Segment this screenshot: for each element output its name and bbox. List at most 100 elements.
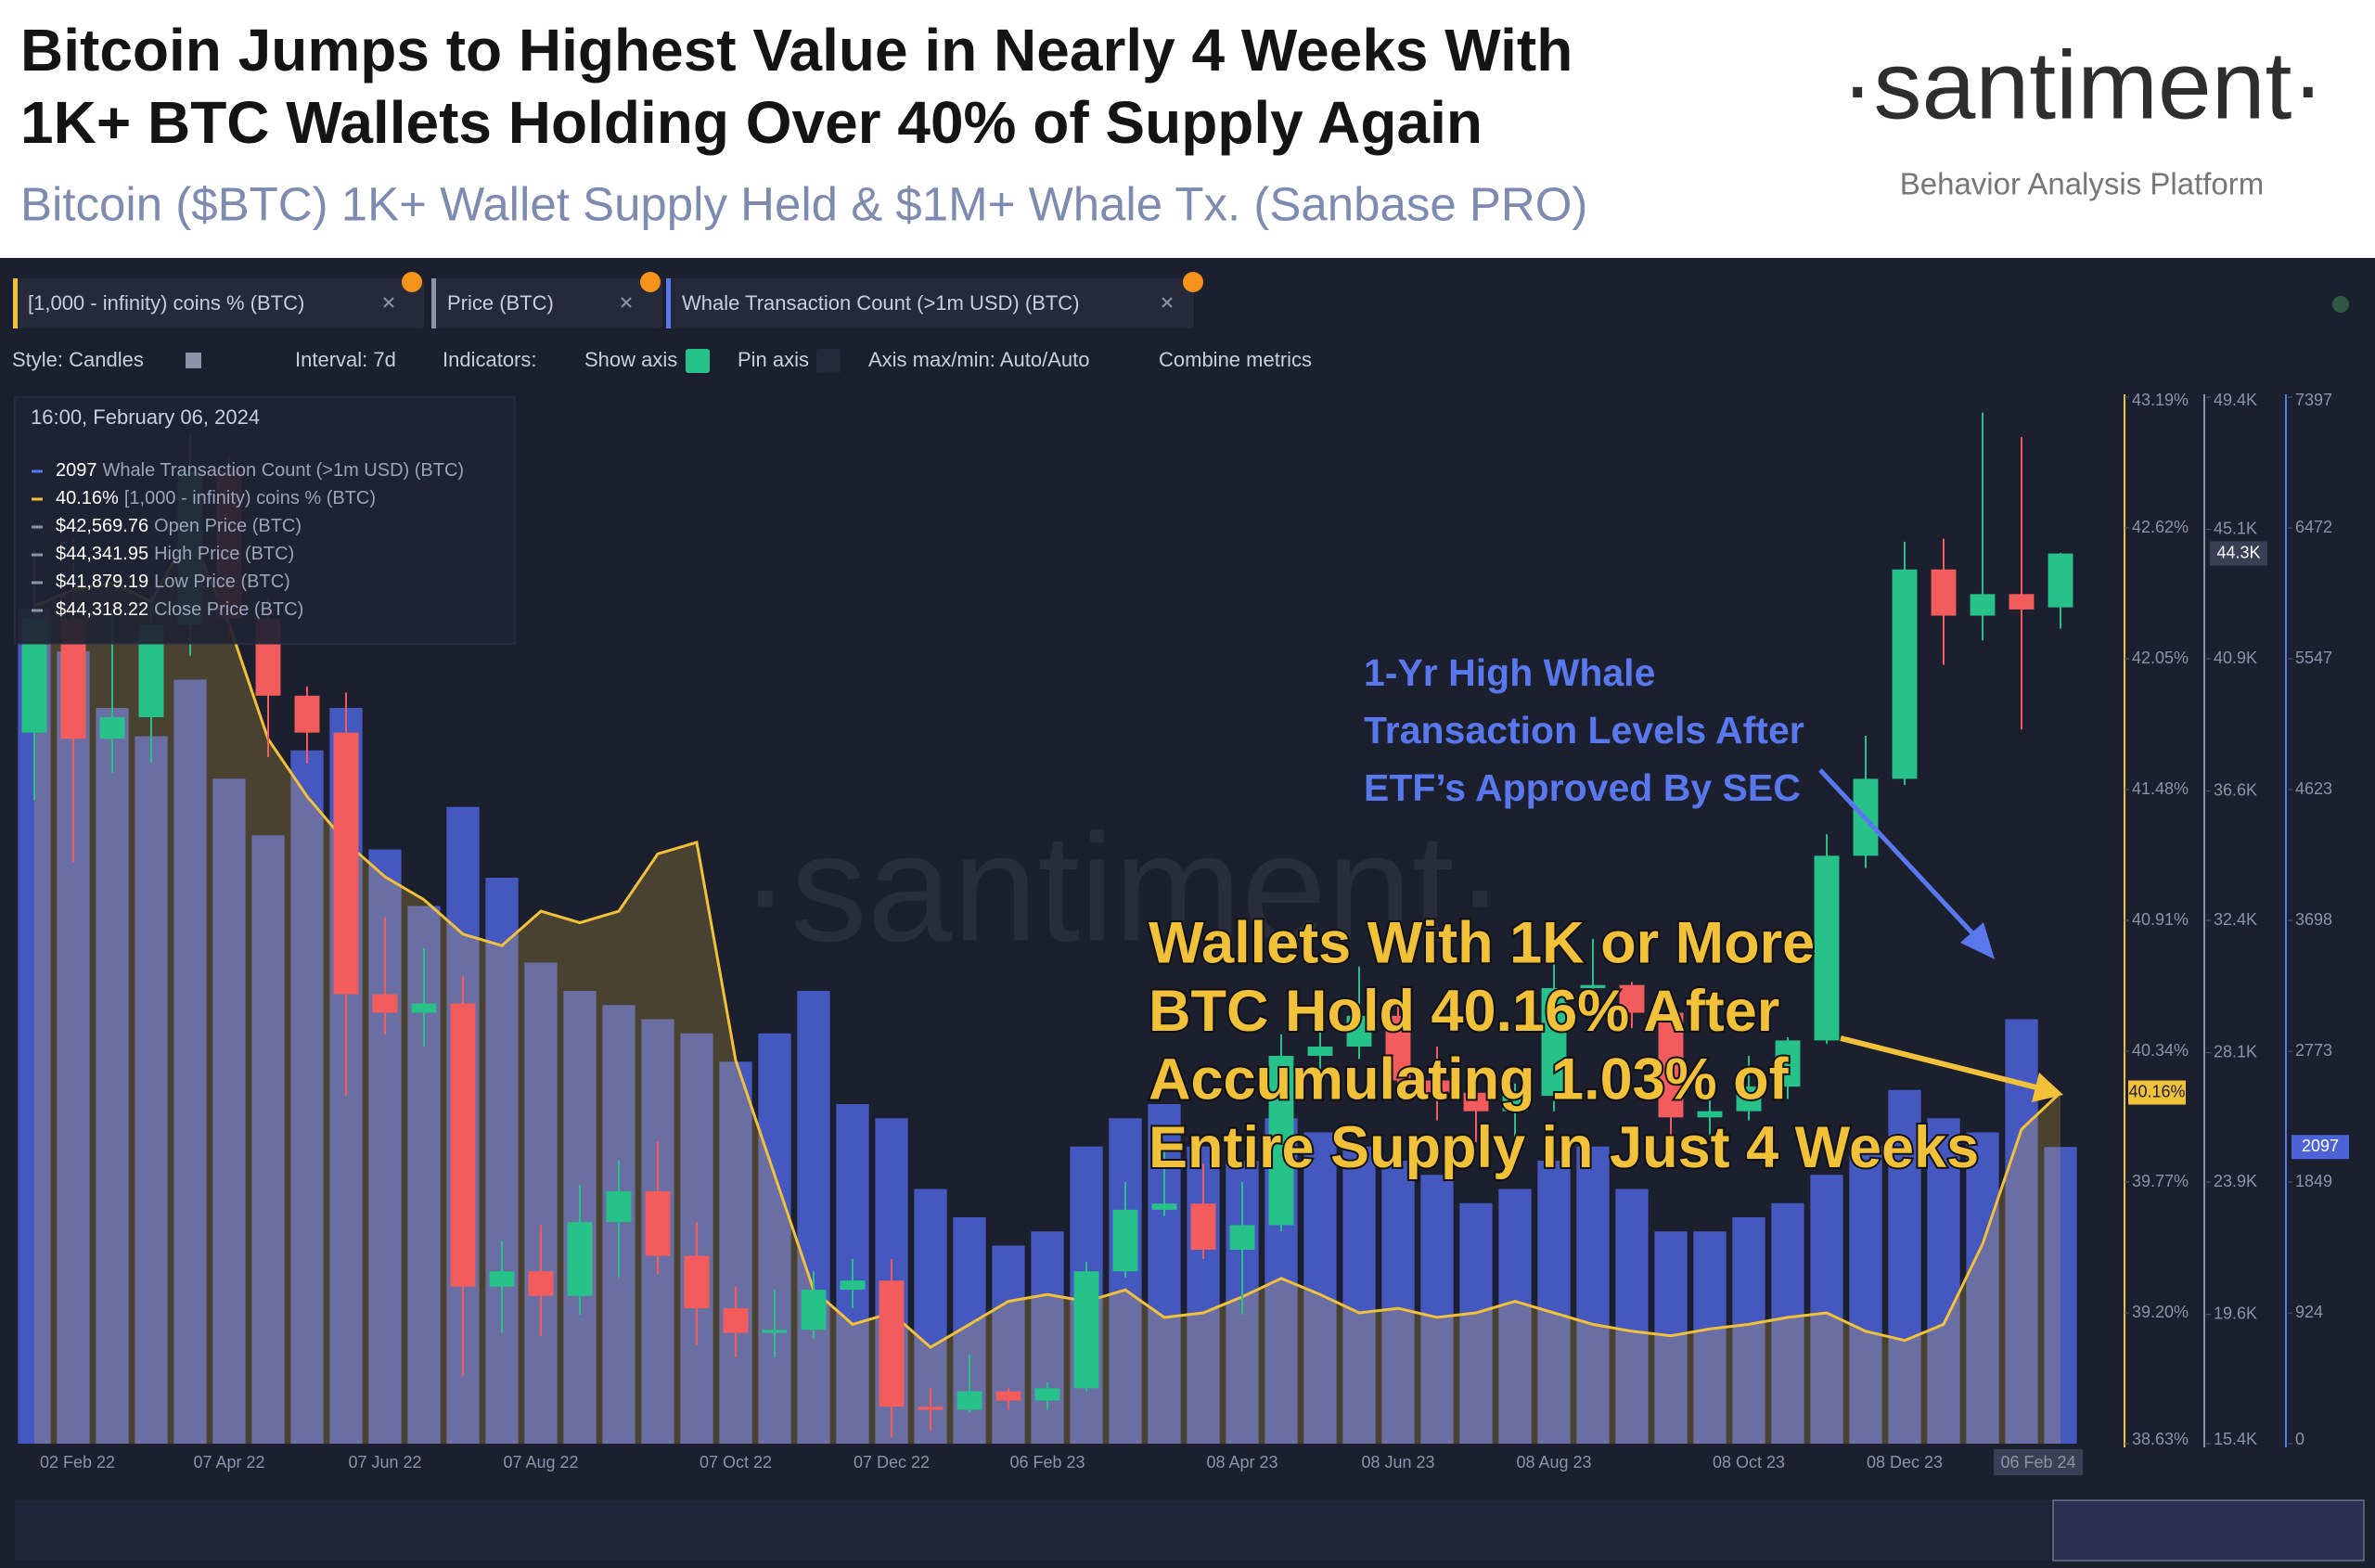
control[interactable]: Pin axis — [738, 348, 809, 371]
x-tick-label: 08 Aug 23 — [1516, 1453, 1591, 1472]
whale-bar — [1654, 1231, 1688, 1444]
whale-bar — [2005, 1019, 2038, 1444]
tab-label[interactable]: Whale Transaction Count (>1m USD) (BTC) — [682, 291, 1080, 315]
candle-body — [879, 1280, 905, 1407]
candle-body — [1892, 569, 1918, 779]
whale-bar — [1381, 1161, 1415, 1444]
tab-close-icons[interactable] — [383, 297, 1173, 308]
y-tick-label: 39.20% — [2132, 1303, 2189, 1321]
whale-bar — [1420, 1175, 1454, 1444]
whale-bar — [797, 991, 830, 1444]
candle-body — [333, 732, 359, 995]
y-tick-label: 7397 — [2295, 391, 2332, 409]
whale-bar — [1537, 1161, 1571, 1444]
whale-bar — [1576, 1146, 1610, 1444]
y-tick-label: 42.05% — [2132, 649, 2189, 667]
tab-accent — [666, 278, 671, 328]
whale-bar — [1927, 1118, 1960, 1444]
tooltip-label: High Price (BTC) — [154, 544, 294, 564]
tooltip — [14, 396, 516, 645]
annotation: ETF’s Approved By SEC — [1364, 766, 1801, 809]
x-tick-label: 08 Jun 23 — [1361, 1453, 1434, 1472]
candle-body — [1463, 1092, 1489, 1112]
candle-body — [450, 1003, 476, 1287]
candle-body — [1385, 1015, 1411, 1081]
tab[interactable] — [666, 278, 1194, 328]
tooltip-value: 40.16% — [56, 488, 119, 508]
y-tick-label: 42.62% — [2132, 518, 2189, 536]
minimap-selection[interactable] — [2052, 1499, 2365, 1562]
tooltip-row: 40.16% [1,000 - infinity) coins % (BTC) — [56, 488, 376, 508]
y-tick-label: 43.19% — [2132, 391, 2189, 409]
tab[interactable] — [13, 278, 424, 328]
control[interactable]: Show axis — [584, 348, 677, 371]
tab[interactable] — [431, 278, 662, 328]
candle-body — [801, 1290, 827, 1330]
whale-bar — [96, 708, 129, 1444]
candle-body — [1814, 855, 1840, 1041]
annotation: Entire Supply in Just 4 Weeks — [1149, 1115, 1979, 1180]
x-tick-label: 06 Feb 24 — [2000, 1453, 2075, 1472]
minimap[interactable] — [15, 1500, 2361, 1561]
whale-bar — [251, 835, 285, 1444]
color-swatch[interactable] — [186, 353, 201, 368]
y-tick-label: 40.34% — [2132, 1041, 2189, 1060]
annotation: 1-Yr High Whale — [1364, 651, 1655, 694]
candle-body — [840, 1280, 866, 1291]
y-tick-label: 49.4K — [2214, 391, 2257, 409]
control[interactable]: Axis max/min: Auto/Auto — [868, 348, 1089, 371]
candle-body — [1151, 1203, 1177, 1210]
last-value-label: 40.16% — [2128, 1082, 2185, 1100]
whale-bar — [1771, 1202, 1804, 1444]
control[interactable]: Combine metrics — [1159, 348, 1312, 371]
candle-body — [1268, 1055, 1294, 1226]
candle-body — [1580, 984, 1606, 988]
candle-body — [1112, 1209, 1138, 1272]
candle-body — [567, 1222, 593, 1296]
control[interactable]: Indicators: — [443, 348, 537, 371]
annotation: BTC Hold 40.16% After — [1149, 979, 1779, 1044]
y-tick-label: 45.1K — [2214, 519, 2257, 537]
x-tick-label: 07 Aug 22 — [503, 1453, 578, 1472]
coin-badges — [402, 272, 1203, 292]
brand-tagline: Behavior Analysis Platform — [1900, 167, 2265, 201]
whale-bar — [1459, 1202, 1493, 1444]
whale-bar — [212, 778, 246, 1444]
control[interactable]: Style: Candles — [12, 348, 144, 371]
whale-bar — [2044, 1147, 2077, 1444]
checkbox[interactable] — [816, 349, 841, 373]
tooltip-label: Whale Transaction Count (>1m USD) (BTC) — [103, 460, 465, 481]
tab-label[interactable]: [1,000 - infinity) coins % (BTC) — [28, 291, 304, 315]
y-tick-label: 38.63% — [2132, 1430, 2189, 1448]
whale-bar — [719, 1061, 752, 1444]
candle-body — [372, 994, 398, 1013]
candle-body — [1736, 1086, 1762, 1112]
checkbox[interactable] — [686, 349, 710, 373]
whale-bar — [1966, 1132, 1999, 1444]
whale-bar — [758, 1033, 791, 1444]
whale-bar — [992, 1245, 1025, 1444]
x-tick-label: 07 Oct 22 — [700, 1453, 772, 1472]
whale-bar — [173, 679, 207, 1444]
subtitle: Bitcoin ($BTC) 1K+ Wallet Supply Held & … — [20, 177, 1587, 230]
candle-body — [294, 695, 320, 733]
annotation: Transaction Levels After — [1364, 709, 1804, 752]
y-tick-label: 32.4K — [2214, 910, 2257, 929]
x-tick-label: 06 Feb 23 — [1009, 1453, 1085, 1472]
brand: ·santiment· — [1842, 32, 2324, 139]
tab-label[interactable]: Price (BTC) — [447, 291, 554, 315]
control[interactable]: Interval: 7d — [295, 348, 396, 371]
candle-body — [918, 1407, 944, 1410]
tooltip-label: Low Price (BTC) — [154, 572, 290, 592]
candle-body — [1931, 569, 1957, 616]
candle-body — [1229, 1225, 1255, 1250]
tooltip-label: Open Price (BTC) — [154, 516, 302, 536]
x-tick-label: 08 Oct 23 — [1713, 1453, 1785, 1472]
plot: ·santiment· — [18, 412, 2077, 1444]
supply-line — [33, 529, 2062, 1349]
candle-body — [1346, 1015, 1372, 1047]
y-tick-label: 28.1K — [2214, 1042, 2257, 1060]
candle-body — [606, 1190, 632, 1223]
tooltip-row: 2097 Whale Transaction Count (>1m USD) (B… — [56, 460, 464, 481]
